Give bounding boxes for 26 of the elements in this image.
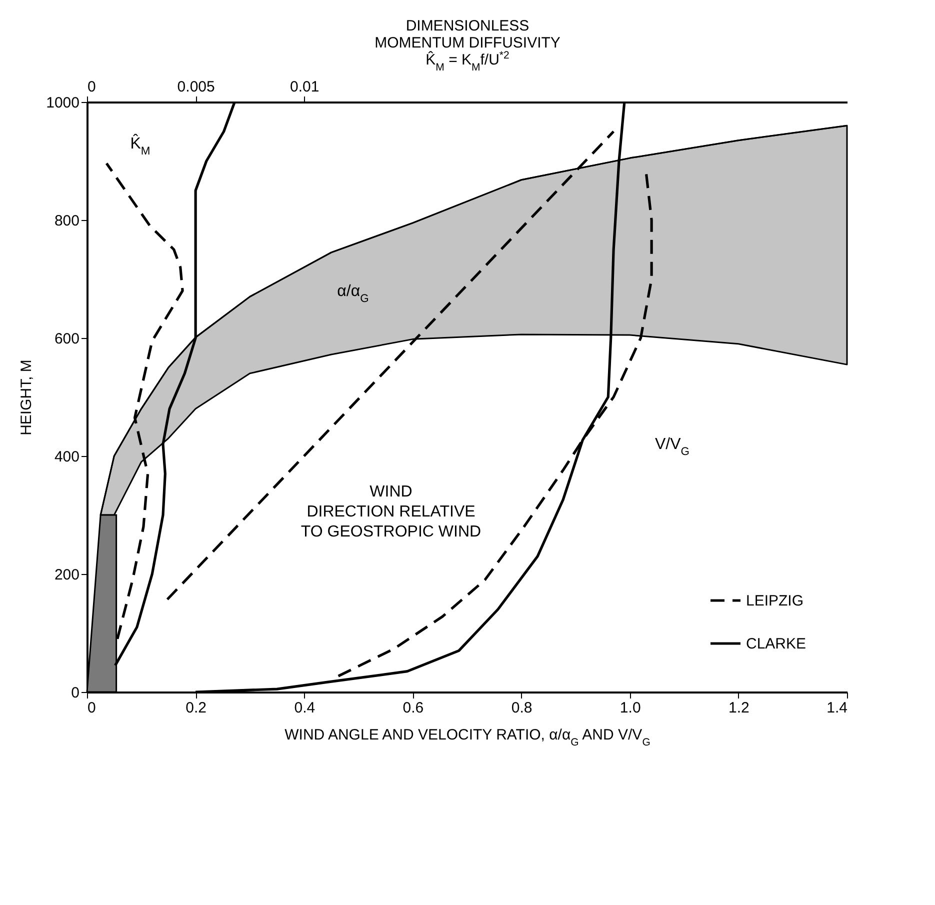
x-tick-label: 1.2 xyxy=(728,700,750,716)
x2-tick-label: 0 xyxy=(88,78,96,96)
y-tick-label: 1000 xyxy=(46,94,80,112)
x-tick-label: 0.8 xyxy=(511,700,532,716)
x-axis-title: WIND ANGLE AND VELOCITY RATIO, α/α$_{G}$ AND V/V$_{G}$ xyxy=(284,726,650,748)
x2-tick-label: 0.005 xyxy=(177,78,215,96)
annotation: α/α$_{G}$ xyxy=(337,282,369,305)
x2-tick-label: 0.01 xyxy=(290,78,320,96)
y-tick-label: 600 xyxy=(54,330,80,348)
x-tick-label: 0.4 xyxy=(294,700,316,716)
x-tick-label: 0.6 xyxy=(402,700,424,716)
y-tick-label: 800 xyxy=(54,212,80,230)
x2-axis-title: DIMENSIONLESS MOMENTUM DIFFUSIVITY K̂$_{M}$ = K$_{M}$f/U$^{*2}$ xyxy=(374,18,560,74)
annotation: K̂$_{M}$ xyxy=(130,134,150,158)
legend-label: LEIPZIG xyxy=(746,592,804,610)
annotation: V/V$_{G}$ xyxy=(654,436,690,458)
legend-label: CLARKE xyxy=(746,636,806,652)
y-tick-label: 200 xyxy=(54,566,80,584)
annotation: WIND DIRECTION RELATIVE TO GEOSTROPIC WIND xyxy=(300,483,482,540)
x-tick-label: 1.4 xyxy=(826,700,848,716)
x-tick-label: 1.0 xyxy=(620,700,641,716)
y-tick-label: 400 xyxy=(54,448,80,466)
y-axis-title: HEIGHT, M xyxy=(18,360,36,436)
y-tick-label: 0 xyxy=(71,684,80,702)
x-tick-label: 0.2 xyxy=(186,700,206,716)
x-tick-label: 0 xyxy=(88,700,96,716)
